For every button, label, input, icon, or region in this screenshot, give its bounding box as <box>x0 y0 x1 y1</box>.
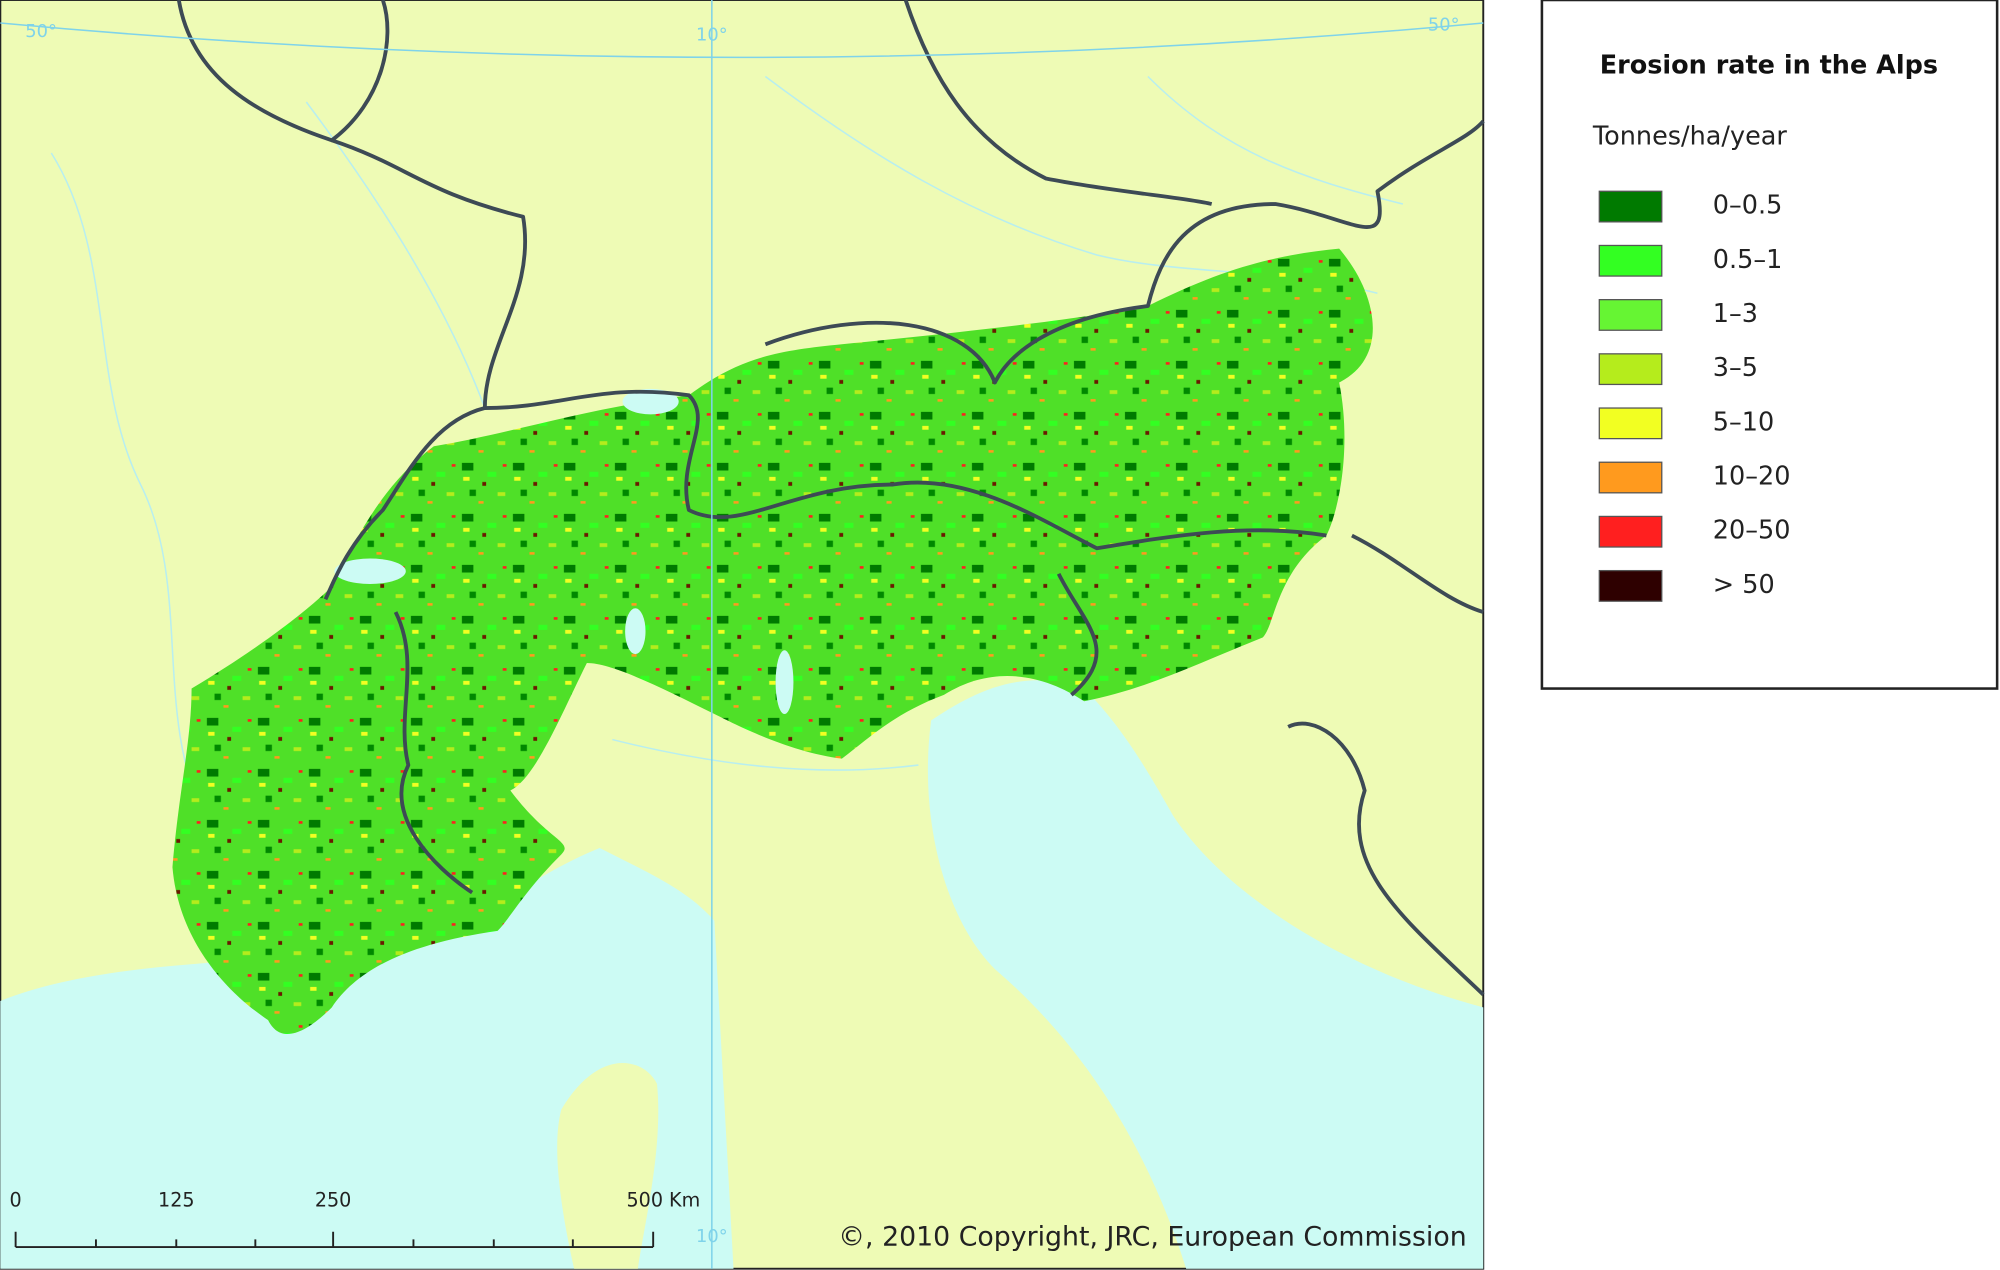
graticule-label: 10° <box>696 25 728 46</box>
legend-swatch <box>1598 515 1663 548</box>
map: 50° 10° 50° 10° 0 125 250 500 Km ©, 2010… <box>0 0 1485 1270</box>
legend-unit: Tonnes/ha/year <box>1592 122 1788 152</box>
legend-label: 0.5–1 <box>1713 245 1783 275</box>
legend-label: 20–50 <box>1713 516 1791 546</box>
legend-label: 5–10 <box>1713 407 1774 437</box>
legend-swatch <box>1598 190 1663 223</box>
legend-label: > 50 <box>1713 570 1775 600</box>
copyright: ©, 2010 Copyright, JRC, European Commiss… <box>838 1222 1466 1253</box>
legend-title: Erosion rate in the Alps <box>1600 50 1938 80</box>
graticule-label: 50° <box>1428 15 1460 36</box>
legend-swatch <box>1598 299 1663 331</box>
lakes <box>334 388 794 715</box>
legend-box <box>1540 0 1999 690</box>
legend-label: 0–0.5 <box>1713 191 1783 221</box>
alps-erosion <box>172 248 1373 1034</box>
legend-label: 3–5 <box>1713 353 1758 383</box>
scale-label: 0 <box>10 1189 22 1212</box>
legend-swatch <box>1598 353 1663 386</box>
scale-bar: 0 125 250 500 Km <box>10 1189 701 1249</box>
scale-line <box>14 1231 655 1249</box>
scale-label: 250 <box>315 1189 351 1212</box>
legend-swatch <box>1598 461 1663 494</box>
graticule-label: 50° <box>25 21 57 42</box>
graticule <box>0 0 1484 1269</box>
sea <box>927 680 1484 1269</box>
legend-swatch <box>1598 407 1663 440</box>
legend-label: 10–20 <box>1713 462 1791 492</box>
legend: Erosion rate in the Alps Tonnes/ha/year … <box>1540 0 1999 690</box>
legend-label: 1–3 <box>1713 299 1758 329</box>
island <box>557 1062 659 1269</box>
legend-swatch <box>1598 244 1663 277</box>
scale-label: 500 Km <box>627 1189 701 1212</box>
sea <box>0 847 734 1269</box>
scale-label: 125 <box>158 1189 194 1212</box>
borders <box>176 0 1485 996</box>
legend-swatch <box>1598 569 1663 602</box>
graticule-label: 10° <box>696 1226 728 1247</box>
